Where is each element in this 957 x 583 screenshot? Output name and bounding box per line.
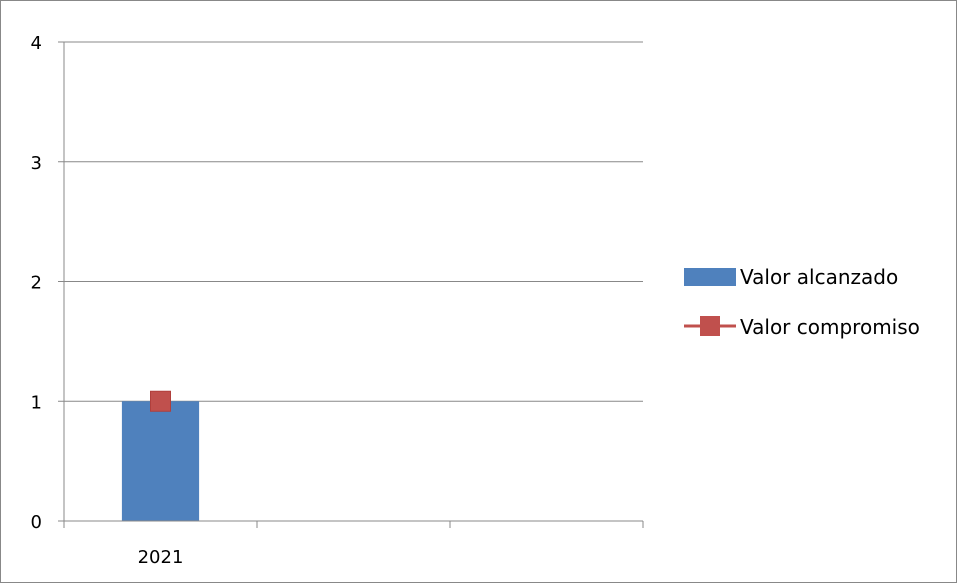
y-tick-label-1: 1 (31, 392, 42, 413)
markers (150, 390, 171, 412)
y-tick-label-4: 4 (31, 33, 42, 54)
y-axis-tick-labels: 0 1 2 3 4 (31, 33, 64, 533)
y-tick-label-2: 2 (31, 273, 42, 294)
legend-label-valor-compromiso: Valor compromiso (740, 315, 920, 339)
x-axis-tick-labels: 2021 (138, 547, 184, 568)
legend-marker-valor-compromiso (700, 316, 720, 336)
x-axis-ticks (63, 521, 644, 528)
legend-label-valor-alcanzado: Valor alcanzado (740, 265, 898, 289)
bars (121, 401, 200, 521)
bar-2021 (121, 401, 200, 521)
legend-swatch-valor-alcanzado (684, 268, 736, 286)
legend: Valor alcanzado Valor compromiso (684, 265, 920, 339)
x-tick-label-2021: 2021 (138, 547, 184, 568)
marker-point-0 (150, 390, 171, 412)
gridlines (64, 41, 643, 402)
y-tick-label-0: 0 (31, 512, 42, 533)
y-tick-label-3: 3 (31, 153, 42, 174)
